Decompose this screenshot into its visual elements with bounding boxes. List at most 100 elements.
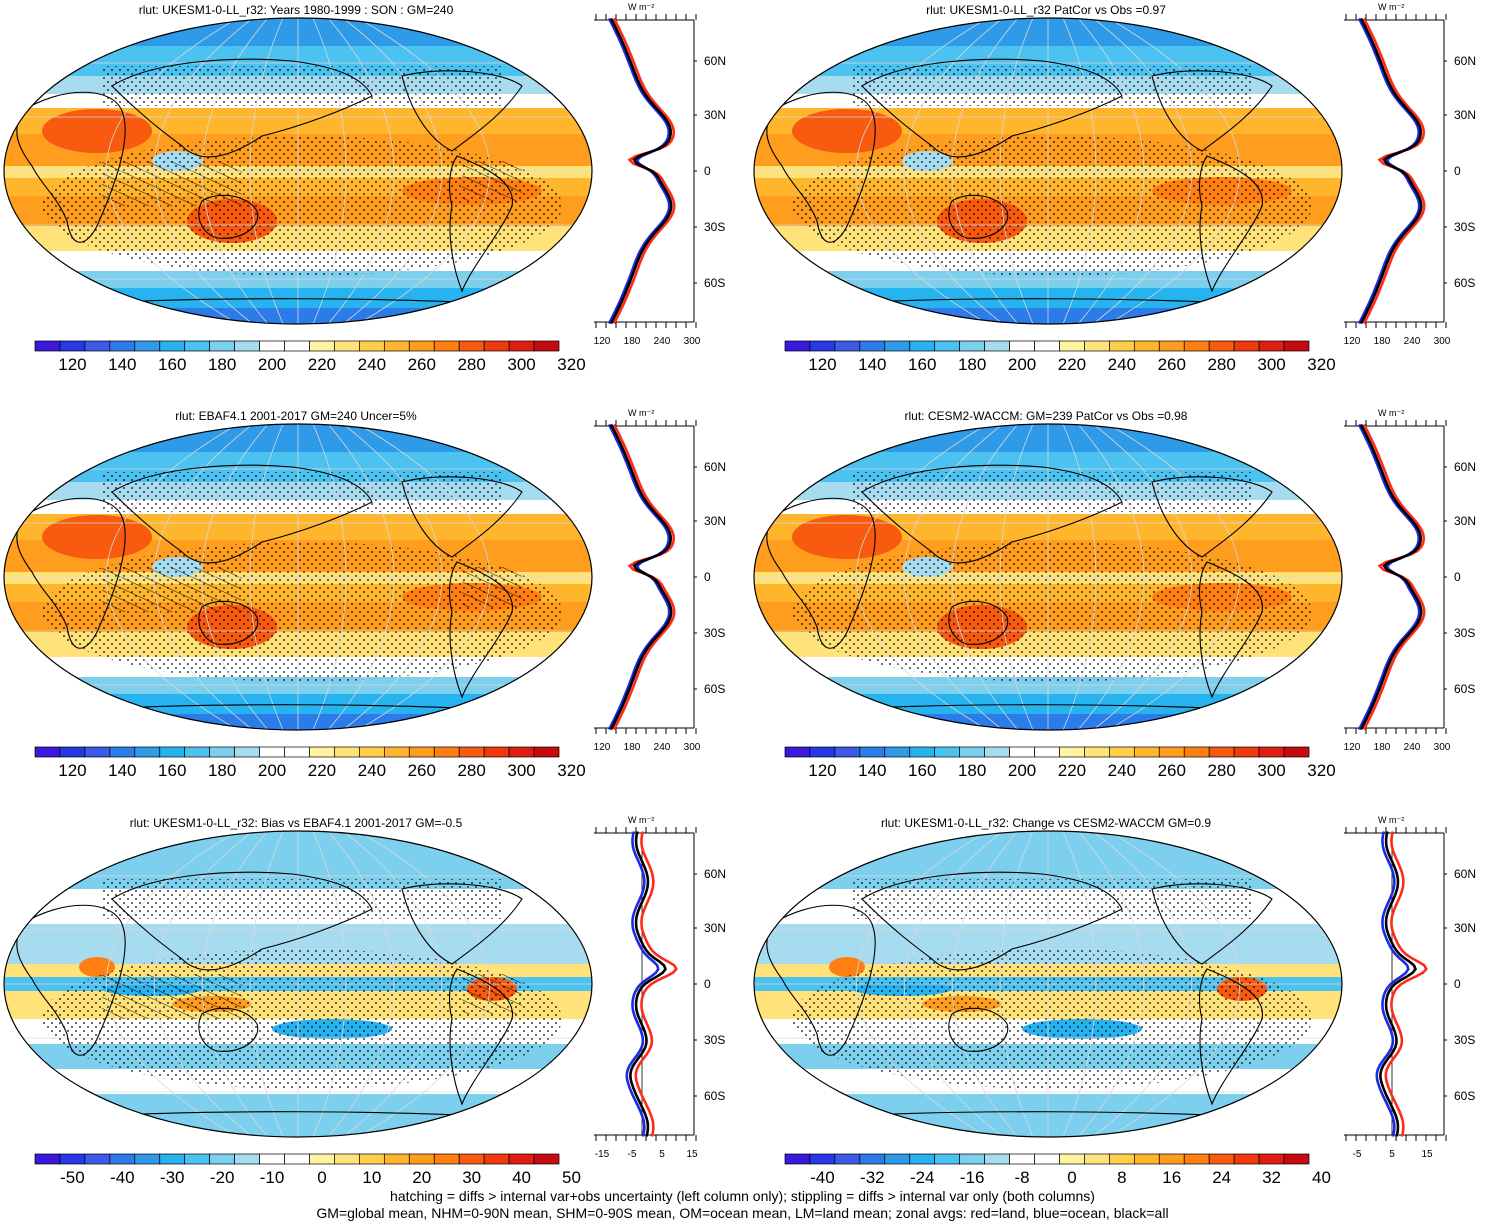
colorbar-tick-label: 220 [1057, 761, 1087, 780]
zonal-series-land [634, 831, 678, 1137]
zonal-mean-plot [594, 14, 697, 328]
colorbar-tick-label: 240 [1107, 761, 1137, 780]
colorbar-tick-label: 200 [1007, 355, 1037, 374]
zonal-unit-label: W m⁻² [628, 408, 655, 418]
panel-1: rlut: UKESM1-0-LL_r32: Years 1980-1999 :… [0, 0, 740, 400]
zonal-y-tick-label: 30S [1454, 626, 1476, 640]
colorbar-swatch [1109, 746, 1135, 758]
zonal-unit-label: W m⁻² [1378, 2, 1405, 12]
colorbar-tick-label: -30 [159, 1168, 185, 1187]
colorbar-labels: 120 140 160 180 200 220 240 260 280 300 320 [784, 355, 1335, 377]
colorbar-tick-label: -8 [1014, 1168, 1030, 1187]
colorbar-swatch [284, 1153, 310, 1165]
colorbar-swatch [784, 746, 811, 758]
colorbar-labels: 120 140 160 180 200 220 240 260 280 300 320 [34, 355, 585, 377]
footer-line-1: hatching = diffs > internal var+obs unce… [390, 1188, 1095, 1204]
colorbar-swatch [383, 746, 410, 758]
zonal-series-ocean [1375, 831, 1410, 1137]
colorbar-swatch [1059, 1153, 1085, 1165]
colorbar-swatch [533, 340, 560, 352]
colorbar-tick-label: 16 [1162, 1168, 1182, 1187]
zonal-x-tick-label: 240 [1403, 336, 1421, 347]
colorbar-tick-label: 160 [158, 355, 187, 374]
zonal-y-tick-label: 30S [1454, 220, 1476, 234]
colorbar-tick-label: 120 [808, 761, 837, 780]
zonal-y-tick-label: 30N [1454, 921, 1477, 935]
zonal-series-all [609, 17, 673, 325]
colorbar-swatch [784, 1153, 811, 1165]
colorbar-tick-label: 300 [507, 355, 536, 374]
colorbar-swatch [1009, 340, 1035, 352]
colorbar-tick-label: 320 [1307, 355, 1336, 374]
colorbar-swatch [959, 1153, 985, 1165]
panel-5: rlut: UKESM1-0-LL_r32: Bias vs EBAF4.1 2… [0, 813, 740, 1213]
zonal-series-land [612, 423, 676, 731]
zonal-x-tick-label: -5 [627, 1149, 637, 1160]
colorbar-tick-label: 240 [1107, 355, 1137, 374]
colorbar-tick-label: 0 [1067, 1168, 1077, 1187]
zonal-x-tick-label: -5 [1352, 1149, 1362, 1160]
zonal-x-tick-label: 300 [1433, 742, 1451, 753]
colorbar-swatch [909, 340, 936, 352]
colorbar-tick-label: 200 [257, 355, 287, 374]
zonal-y-tick-label: 60S [1454, 1089, 1476, 1103]
colorbar-tick-label: 280 [457, 355, 486, 374]
colorbar-swatch [259, 1153, 285, 1165]
zonal-y-axis: 60N 30N 0 30S 60S [1454, 8, 1485, 328]
zonal-mean-plot [1344, 827, 1447, 1141]
colorbar-tick-label: 140 [858, 761, 887, 780]
colorbar-tick-label: -50 [60, 1168, 85, 1187]
zonal-unit-label: W m⁻² [1378, 815, 1405, 825]
panel-6: rlut: UKESM1-0-LL_r32: Change vs CESM2-W… [750, 813, 1485, 1213]
zonal-y-tick-label: 0 [704, 977, 711, 991]
colorbar-swatch [483, 340, 510, 352]
colorbar-swatch [1133, 1153, 1160, 1165]
colorbar-tick-label: -10 [259, 1168, 285, 1187]
colorbar-swatch [859, 340, 886, 352]
colorbar-tick-label: 50 [562, 1168, 581, 1187]
panel-2: rlut: UKESM1-0-LL_r32 PatCor vs Obs =0.9… [750, 0, 1485, 400]
colorbar-swatch [1233, 340, 1260, 352]
colorbar-tick-label: -20 [209, 1168, 235, 1187]
colorbar-swatch [859, 1153, 886, 1165]
colorbar-labels: 120 140 160 180 200 220 240 260 280 300 320 [784, 761, 1335, 783]
zonal-unit-label: W m⁻² [628, 815, 655, 825]
zonal-x-tick-label: 180 [1373, 742, 1391, 753]
world-map [753, 830, 1343, 1138]
colorbar [784, 746, 1310, 758]
colorbar-swatch [1283, 1153, 1310, 1165]
colorbar-swatch [34, 1153, 61, 1165]
colorbar-tick-label: 200 [1007, 761, 1037, 780]
colorbar [34, 746, 560, 758]
colorbar-swatch [533, 746, 560, 758]
zonal-series-all [609, 423, 673, 731]
colorbar-swatch [1158, 1153, 1185, 1165]
colorbar-swatch [984, 340, 1010, 352]
colorbar-swatch [433, 1153, 460, 1165]
colorbar-tick-label: 160 [908, 355, 937, 374]
zonal-y-axis: 60N 30N 0 30S 60S [704, 414, 744, 734]
zonal-y-tick-label: 0 [704, 164, 711, 178]
colorbar-tick-label: 24 [1212, 1168, 1232, 1187]
colorbar-labels: -50 -40 -30 -20 -10 0 10 20 30 40 50 [34, 1168, 581, 1190]
colorbar-swatch [458, 340, 485, 352]
footer-line-2: GM=global mean, NHM=0-90N mean, SHM=0-90… [316, 1205, 1169, 1221]
colorbar-tick-label: 220 [307, 355, 337, 374]
colorbar-swatch [433, 340, 460, 352]
colorbar-swatch [209, 340, 235, 352]
zonal-y-axis: 60N 30N 0 30S 60S [1454, 414, 1485, 734]
colorbar-swatch [134, 746, 161, 758]
zonal-x-tick-label: 180 [623, 742, 641, 753]
zonal-y-tick-label: 0 [704, 570, 711, 584]
colorbar-swatch [809, 1153, 836, 1165]
zonal-series-ocean [1357, 423, 1421, 731]
zonal-y-tick-label: 0 [1454, 977, 1461, 991]
zonal-series-ocean [607, 17, 671, 325]
colorbar-tick-label: 300 [1257, 355, 1286, 374]
zonal-x-tick-label: 300 [683, 742, 701, 753]
colorbar-tick-label: 260 [1157, 355, 1186, 374]
colorbar-swatch [784, 340, 811, 352]
colorbar-swatch [309, 340, 335, 352]
zonal-series-all [1359, 17, 1423, 325]
colorbar-swatch [884, 746, 911, 758]
